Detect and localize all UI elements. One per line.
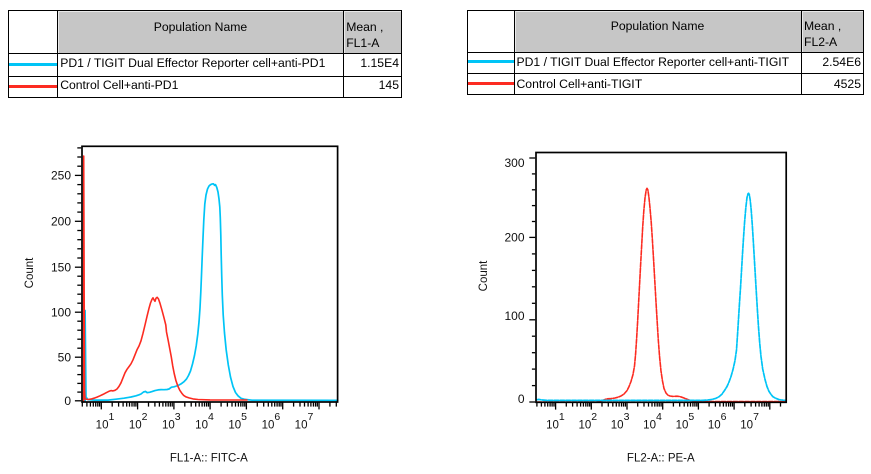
svg-text:104: 104 <box>195 411 214 432</box>
svg-text:300: 300 <box>504 156 524 170</box>
svg-text:105: 105 <box>228 411 247 432</box>
svg-text:FL1-A:: FITC-A: FL1-A:: FITC-A <box>170 453 248 465</box>
svg-text:105: 105 <box>676 411 695 432</box>
svg-text:100: 100 <box>504 309 524 323</box>
svg-text:102: 102 <box>578 411 597 432</box>
svg-text:106: 106 <box>708 411 727 432</box>
svg-text:100: 100 <box>51 305 71 319</box>
svg-text:200: 200 <box>504 231 524 245</box>
svg-text:FL2-A:: PE-A: FL2-A:: PE-A <box>627 453 695 465</box>
svg-text:102: 102 <box>129 411 148 432</box>
svg-text:106: 106 <box>262 411 281 432</box>
svg-text:50: 50 <box>58 350 72 364</box>
svg-text:107: 107 <box>295 411 314 432</box>
svg-text:0: 0 <box>64 394 71 408</box>
svg-text:200: 200 <box>51 215 71 229</box>
svg-text:103: 103 <box>611 411 630 432</box>
svg-text:104: 104 <box>643 411 662 432</box>
svg-text:Count: Count <box>478 260 490 291</box>
svg-text:107: 107 <box>740 411 759 432</box>
svg-text:101: 101 <box>96 411 115 432</box>
svg-text:101: 101 <box>546 411 565 432</box>
svg-text:250: 250 <box>51 169 71 183</box>
svg-text:150: 150 <box>51 260 71 274</box>
svg-text:Count: Count <box>24 257 36 288</box>
svg-text:0: 0 <box>518 392 525 406</box>
svg-text:103: 103 <box>162 411 181 432</box>
